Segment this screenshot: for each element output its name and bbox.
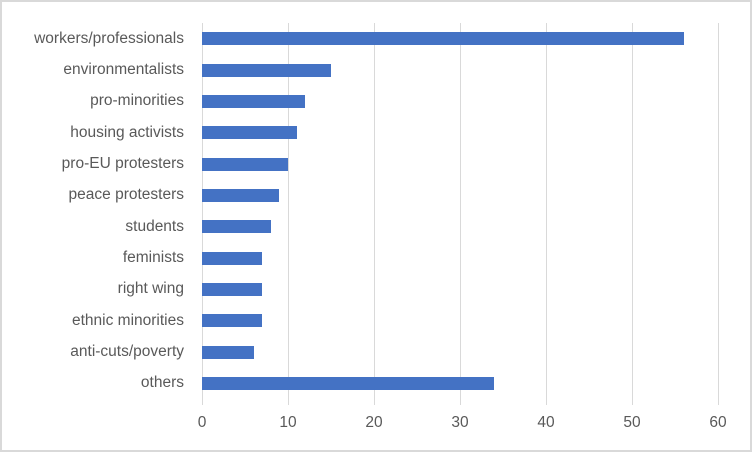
bar-right-wing	[202, 282, 263, 296]
gridline	[202, 23, 203, 405]
category-axis: workers/professionals environmentalists pr…	[2, 23, 192, 399]
category-label: workers/professionals	[34, 29, 184, 47]
gridline	[718, 23, 719, 405]
gridline	[288, 23, 289, 405]
bar-students	[202, 220, 271, 234]
category-label: peace protesters	[68, 186, 184, 204]
category-label: others	[140, 374, 184, 392]
bar-housing-activists	[202, 126, 297, 140]
plot-area	[202, 23, 719, 405]
x-tick-label: 50	[623, 414, 641, 431]
x-tick-label: 30	[451, 414, 469, 431]
category-label: pro-minorities	[90, 92, 184, 110]
bar-anti-cuts-poverty	[202, 345, 254, 359]
category-label: feminists	[122, 248, 184, 266]
x-tick-label: 0	[197, 414, 207, 431]
gridline	[460, 23, 461, 405]
bar-peace-protesters	[202, 188, 280, 202]
bar-pro-eu-protesters	[202, 157, 288, 171]
category-label: environmentalists	[63, 60, 184, 78]
category-label: pro-EU protesters	[61, 154, 184, 172]
bar-feminists	[202, 251, 263, 265]
x-tick-label: 40	[537, 414, 555, 431]
bar-others	[202, 376, 495, 390]
gridline	[374, 23, 375, 405]
category-label: anti-cuts/poverty	[70, 342, 184, 360]
bar-workers-professionals	[202, 32, 684, 46]
category-label: housing activists	[70, 123, 184, 141]
category-label: students	[125, 217, 184, 235]
x-tick-label: 20	[365, 414, 383, 431]
x-axis: 0 10 20 30 40 50 60	[198, 414, 727, 438]
bar-environmentalists	[202, 63, 331, 77]
x-tick-label: 10	[279, 414, 297, 431]
category-label: ethnic minorities	[72, 311, 184, 329]
category-label: right wing	[117, 280, 184, 298]
gridline	[546, 23, 547, 405]
bar-ethnic-minorities	[202, 314, 263, 328]
gridline	[632, 23, 633, 405]
bar-pro-minorities	[202, 94, 306, 108]
x-tick-label: 60	[709, 414, 727, 431]
